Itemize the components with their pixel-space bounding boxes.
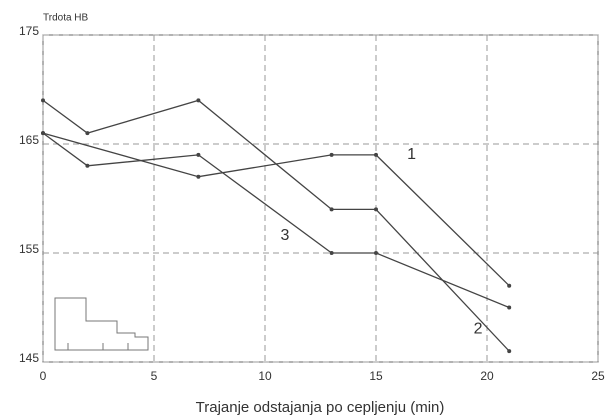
y-axis-label: Trdota HB [43, 13, 89, 24]
point-marker [85, 131, 90, 136]
point-marker [85, 163, 90, 168]
point-marker [41, 98, 45, 103]
y-tick-label: 175 [19, 24, 39, 38]
point-marker [196, 174, 201, 179]
series-annotation: 3 [281, 227, 290, 244]
point-marker [374, 152, 378, 157]
point-marker [374, 207, 378, 212]
point-marker [507, 305, 512, 310]
point-marker [374, 251, 378, 255]
point-marker [41, 131, 45, 136]
y-tick-label: 145 [19, 351, 39, 365]
point-marker [507, 283, 512, 288]
y-tick-label: 165 [19, 133, 39, 147]
x-tick-label: 10 [258, 369, 272, 383]
x-tick-label: 15 [369, 369, 383, 383]
y-tick-label: 155 [19, 242, 39, 256]
series-annotation: 2 [474, 321, 483, 338]
point-marker [329, 251, 334, 255]
point-marker [196, 152, 201, 157]
x-axis-label: Trajanje odstajanja po cepljenju (min) [196, 399, 445, 416]
series-line [42, 132, 510, 309]
x-tick-label: 20 [480, 369, 494, 383]
x-tick-label: 0 [40, 369, 47, 383]
x-tick-label: 25 [591, 369, 605, 383]
series-line [42, 99, 510, 352]
point-marker [329, 207, 334, 212]
series-annotation: 1 [407, 146, 416, 163]
point-marker [196, 98, 201, 103]
plot-frame [42, 34, 599, 363]
inset-diagram [54, 297, 149, 351]
point-marker [329, 152, 334, 157]
point-marker [507, 349, 512, 354]
x-tick-label: 5 [151, 369, 158, 383]
series-line [42, 132, 510, 287]
